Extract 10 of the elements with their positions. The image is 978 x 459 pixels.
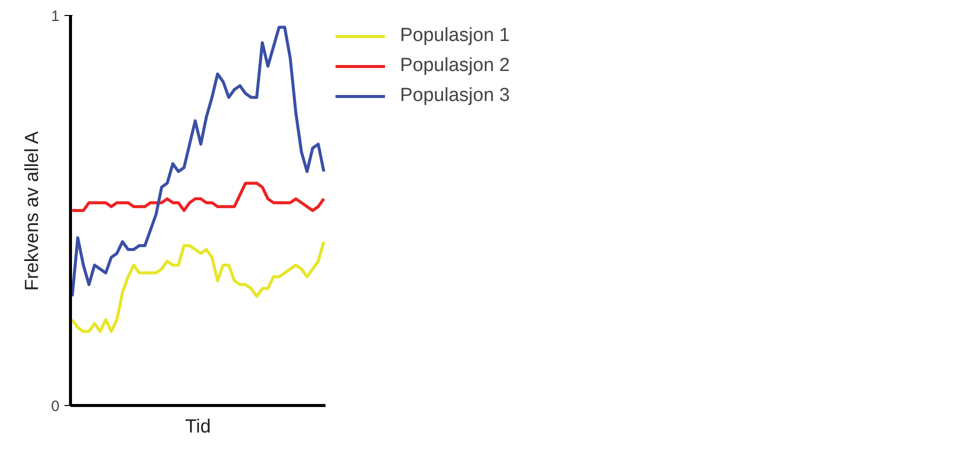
legend-label: Populasjon 2 xyxy=(400,55,510,77)
x-axis-title: Tid xyxy=(185,416,211,438)
y-tick-label: 0 xyxy=(51,398,60,415)
y-axis-title: Frekvens av allel A xyxy=(22,130,44,291)
legend-label: Populasjon 1 xyxy=(400,25,510,47)
line-series xyxy=(70,240,326,333)
line-series xyxy=(70,182,326,212)
legend-label: Populasjon 3 xyxy=(400,85,510,107)
line-series xyxy=(70,26,326,298)
y-tick-label: 1 xyxy=(51,8,60,25)
